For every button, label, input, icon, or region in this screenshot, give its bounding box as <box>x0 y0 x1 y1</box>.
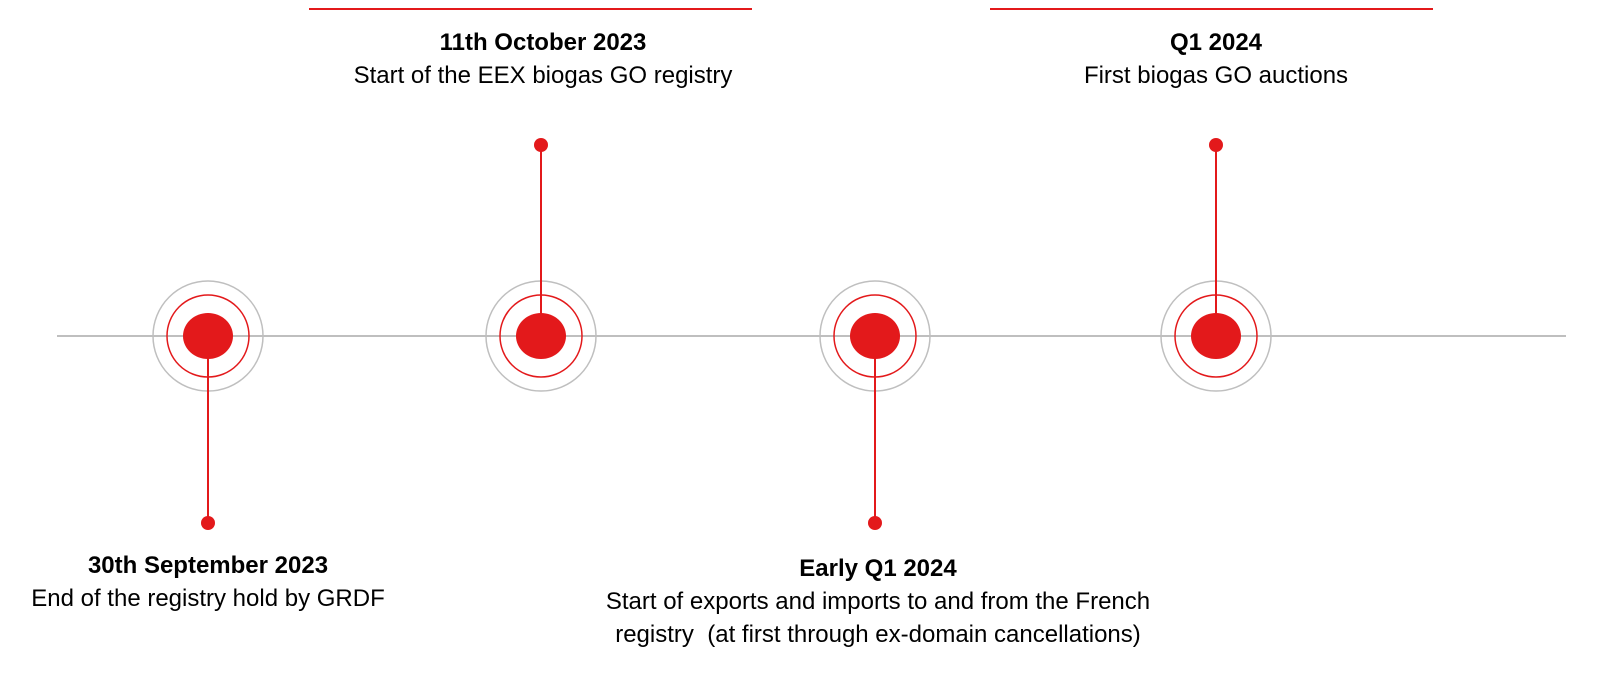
event-description: First biogas GO auctions <box>1084 62 1348 89</box>
event-description: registry (at first through ex-domain can… <box>615 621 1141 648</box>
event-date: Q1 2024 <box>1170 29 1263 56</box>
stem-dot <box>1209 138 1223 152</box>
events: 30th September 2023 End of the registry h… <box>31 29 1348 648</box>
event-date: 11th October 2023 <box>440 29 647 56</box>
stem-dot <box>534 138 548 152</box>
stem-dot <box>868 516 882 530</box>
event-date: 30th September 2023 <box>88 552 328 579</box>
event-description: Start of the EEX biogas GO registry <box>354 62 733 89</box>
event-date: Early Q1 2024 <box>799 555 957 582</box>
event-description: Start of exports and imports to and from… <box>606 588 1150 615</box>
event-description: End of the registry hold by GRDF <box>31 585 384 612</box>
stem-dot <box>201 516 215 530</box>
